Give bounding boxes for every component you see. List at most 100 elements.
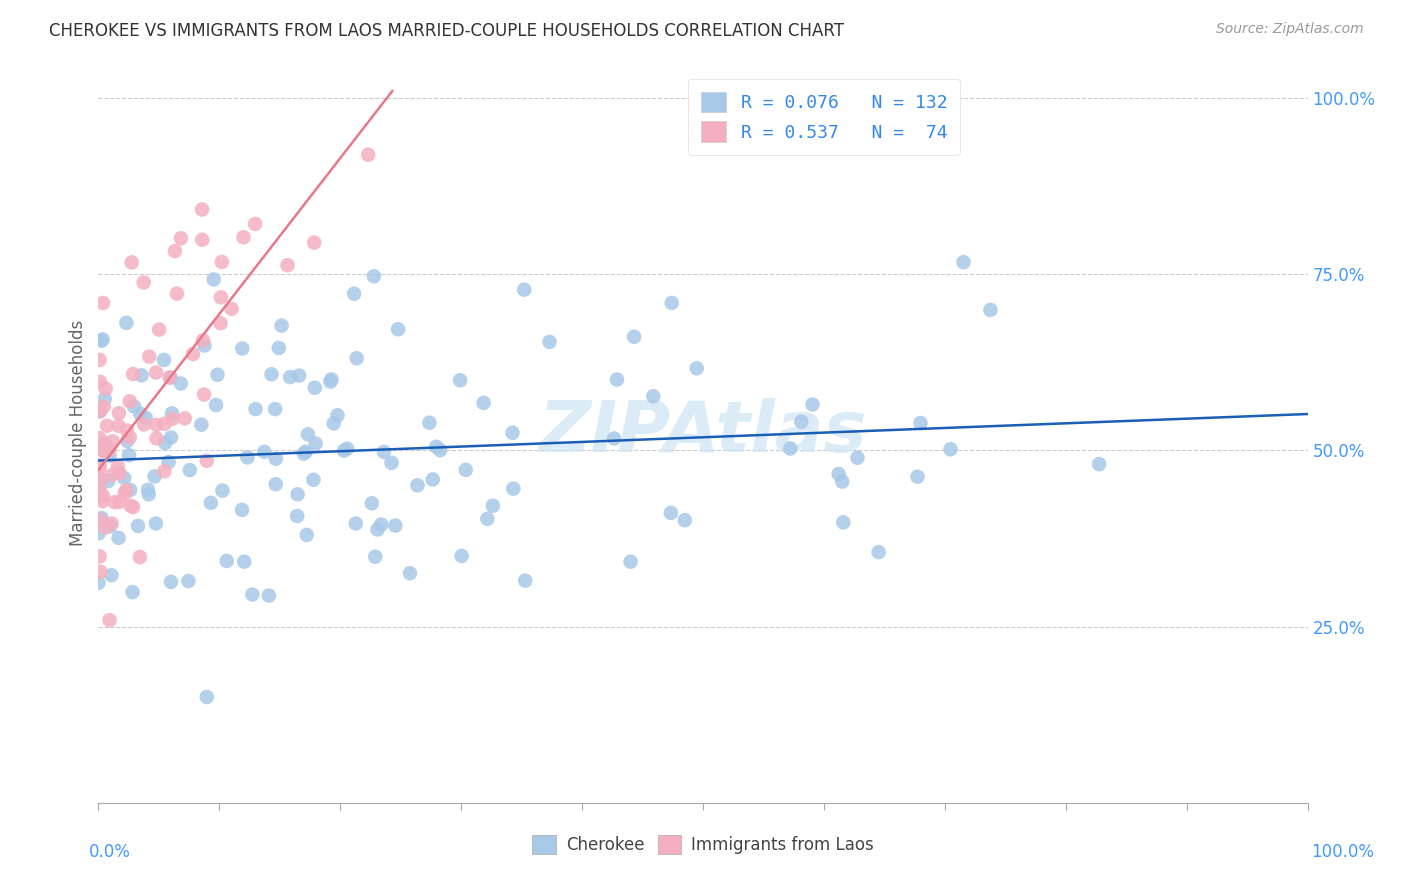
Point bbox=[304, 381, 326, 395]
Point bbox=[115, 483, 138, 498]
Point bbox=[384, 518, 406, 533]
Point bbox=[288, 368, 311, 383]
Point bbox=[89, 513, 111, 527]
Point bbox=[101, 467, 124, 482]
Legend: Cherokee, Immigrants from Laos: Cherokee, Immigrants from Laos bbox=[526, 829, 880, 861]
Point bbox=[104, 495, 127, 509]
Point bbox=[118, 448, 141, 462]
Point bbox=[94, 440, 117, 454]
Point bbox=[907, 469, 929, 483]
Point bbox=[278, 370, 301, 384]
Point bbox=[90, 334, 112, 348]
Point bbox=[221, 301, 243, 316]
Point bbox=[129, 407, 152, 421]
Point bbox=[107, 459, 129, 474]
Point bbox=[322, 417, 344, 431]
Point bbox=[449, 373, 471, 387]
Point bbox=[93, 400, 115, 414]
Point bbox=[160, 430, 183, 444]
Point bbox=[513, 283, 536, 297]
Point bbox=[91, 443, 114, 458]
Point bbox=[207, 368, 229, 382]
Point bbox=[868, 545, 890, 559]
Point bbox=[179, 463, 201, 477]
Point bbox=[135, 410, 157, 425]
Point bbox=[846, 450, 869, 465]
Point bbox=[118, 394, 141, 409]
Point bbox=[302, 235, 325, 250]
Point bbox=[326, 409, 349, 423]
Y-axis label: Married-couple Households: Married-couple Households bbox=[69, 319, 87, 546]
Point bbox=[686, 361, 709, 376]
Point bbox=[1088, 457, 1111, 471]
Point bbox=[209, 290, 232, 304]
Point bbox=[98, 442, 121, 457]
Point bbox=[159, 370, 181, 384]
Point bbox=[120, 499, 142, 513]
Point bbox=[538, 334, 561, 349]
Point bbox=[170, 231, 193, 245]
Point bbox=[659, 506, 682, 520]
Point bbox=[209, 316, 232, 330]
Point bbox=[606, 372, 628, 386]
Text: ZIPAtlas: ZIPAtlas bbox=[538, 398, 868, 467]
Point bbox=[193, 338, 215, 352]
Point bbox=[91, 489, 114, 503]
Point bbox=[120, 483, 142, 497]
Point bbox=[245, 402, 267, 417]
Point bbox=[181, 347, 204, 361]
Point bbox=[87, 575, 110, 590]
Point bbox=[319, 375, 342, 389]
Point bbox=[366, 523, 388, 537]
Point bbox=[828, 467, 851, 481]
Point bbox=[211, 255, 233, 269]
Point bbox=[132, 276, 155, 290]
Point bbox=[157, 455, 180, 469]
Point bbox=[370, 517, 392, 532]
Point bbox=[477, 512, 499, 526]
Point bbox=[89, 481, 111, 495]
Text: 0.0%: 0.0% bbox=[89, 843, 131, 861]
Point bbox=[89, 460, 111, 475]
Point bbox=[191, 334, 214, 348]
Point bbox=[425, 440, 447, 454]
Point bbox=[270, 318, 292, 333]
Point bbox=[100, 516, 122, 531]
Point bbox=[90, 472, 112, 486]
Point bbox=[136, 483, 159, 497]
Point bbox=[643, 389, 665, 403]
Point bbox=[910, 416, 932, 430]
Point bbox=[89, 458, 111, 473]
Point bbox=[89, 404, 111, 418]
Point bbox=[195, 690, 218, 704]
Point bbox=[163, 244, 186, 258]
Point bbox=[108, 495, 131, 509]
Point bbox=[93, 392, 115, 406]
Point bbox=[90, 565, 112, 579]
Point bbox=[143, 469, 166, 483]
Point bbox=[242, 587, 264, 601]
Text: 100.0%: 100.0% bbox=[1312, 843, 1374, 861]
Point bbox=[177, 574, 200, 588]
Point bbox=[346, 351, 368, 366]
Point bbox=[502, 425, 524, 440]
Point bbox=[138, 350, 160, 364]
Point bbox=[112, 471, 135, 485]
Point bbox=[153, 436, 176, 450]
Point bbox=[94, 520, 117, 534]
Point bbox=[979, 302, 1001, 317]
Point bbox=[482, 499, 505, 513]
Point bbox=[363, 269, 385, 284]
Point bbox=[472, 396, 495, 410]
Point bbox=[148, 323, 170, 337]
Point bbox=[91, 296, 114, 310]
Point bbox=[170, 376, 193, 391]
Point bbox=[100, 568, 122, 582]
Point bbox=[264, 477, 287, 491]
Point bbox=[344, 516, 367, 531]
Point bbox=[336, 442, 359, 456]
Point bbox=[343, 286, 366, 301]
Point bbox=[292, 447, 315, 461]
Point bbox=[173, 411, 195, 425]
Point bbox=[236, 450, 259, 465]
